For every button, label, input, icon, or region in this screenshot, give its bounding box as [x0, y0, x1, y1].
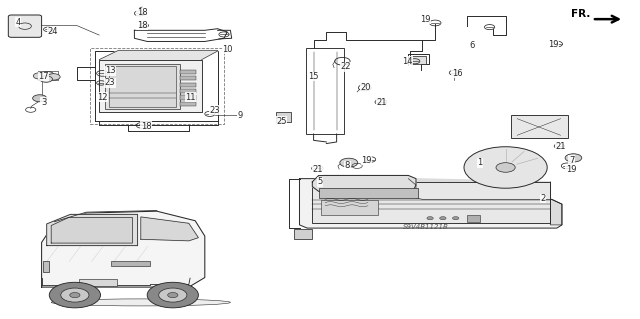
Text: 13: 13 [105, 66, 115, 75]
Text: 21: 21 [377, 98, 387, 107]
Circle shape [496, 163, 515, 172]
Text: 5: 5 [317, 177, 323, 186]
Text: 9: 9 [237, 111, 243, 120]
Text: 18: 18 [137, 21, 147, 30]
Circle shape [427, 217, 433, 220]
Bar [79, 279, 117, 286]
Circle shape [147, 282, 198, 308]
Circle shape [464, 147, 547, 188]
Text: 23: 23 [210, 106, 220, 115]
Circle shape [61, 288, 89, 302]
Circle shape [452, 217, 459, 220]
Text: 25: 25 [276, 117, 287, 126]
Bar [319, 188, 418, 198]
Text: 21: 21 [313, 165, 323, 174]
Text: S9V4B1121B: S9V4B1121B [403, 224, 449, 230]
Circle shape [159, 288, 187, 302]
Circle shape [47, 74, 60, 80]
Text: 12: 12 [97, 93, 108, 102]
Bar [294, 229, 312, 239]
Bar [99, 60, 202, 112]
Polygon shape [300, 179, 562, 228]
Text: 16: 16 [452, 69, 462, 78]
Circle shape [340, 158, 358, 167]
Bar [180, 76, 196, 80]
Circle shape [440, 217, 446, 220]
Text: 23: 23 [105, 78, 115, 87]
Bar [312, 182, 550, 223]
Circle shape [168, 293, 178, 298]
Bar [180, 83, 196, 87]
Bar [180, 102, 196, 106]
Polygon shape [99, 50, 218, 60]
Text: 11: 11 [186, 93, 196, 102]
Text: 14: 14 [402, 57, 412, 66]
Bar [109, 66, 176, 107]
Circle shape [40, 76, 52, 82]
FancyBboxPatch shape [8, 15, 42, 37]
Ellipse shape [51, 299, 230, 306]
Text: 17: 17 [38, 72, 49, 81]
Circle shape [565, 154, 582, 162]
Text: 4: 4 [15, 18, 20, 27]
Text: 7: 7 [569, 156, 574, 165]
Text: 18: 18 [137, 8, 147, 17]
Text: 18: 18 [141, 122, 151, 130]
Polygon shape [42, 211, 205, 287]
Circle shape [33, 95, 47, 102]
Bar [321, 200, 378, 215]
Text: 6: 6 [470, 41, 475, 50]
Text: 10: 10 [222, 45, 232, 54]
Text: 19: 19 [362, 156, 372, 165]
Text: 15: 15 [308, 72, 319, 81]
Text: 22: 22 [340, 63, 351, 71]
Circle shape [33, 73, 46, 79]
Bar [467, 215, 480, 222]
Text: 19: 19 [420, 15, 431, 24]
Bar [306, 48, 344, 134]
Text: 3: 3 [41, 98, 46, 107]
Text: 20: 20 [361, 83, 371, 92]
Polygon shape [141, 217, 198, 241]
Text: 8: 8 [345, 161, 350, 170]
Text: 21: 21 [556, 142, 566, 151]
Polygon shape [51, 218, 132, 243]
Bar [43, 261, 49, 272]
Bar [180, 95, 196, 100]
FancyBboxPatch shape [511, 115, 568, 138]
Polygon shape [408, 179, 562, 225]
Text: 1: 1 [477, 158, 483, 167]
Circle shape [49, 282, 100, 308]
Bar [105, 64, 180, 109]
Text: 19: 19 [548, 40, 558, 48]
Bar [180, 89, 196, 93]
Text: 24: 24 [48, 27, 58, 36]
Circle shape [70, 293, 80, 298]
Text: FR.: FR. [571, 9, 590, 19]
Text: 19: 19 [566, 165, 576, 174]
Bar [410, 56, 426, 64]
Polygon shape [312, 175, 416, 191]
Bar [90, 48, 224, 124]
Bar [276, 112, 291, 122]
Bar [180, 70, 196, 74]
Circle shape [41, 71, 54, 78]
Text: 2: 2 [540, 194, 545, 203]
Polygon shape [47, 214, 138, 246]
Bar [111, 261, 150, 266]
